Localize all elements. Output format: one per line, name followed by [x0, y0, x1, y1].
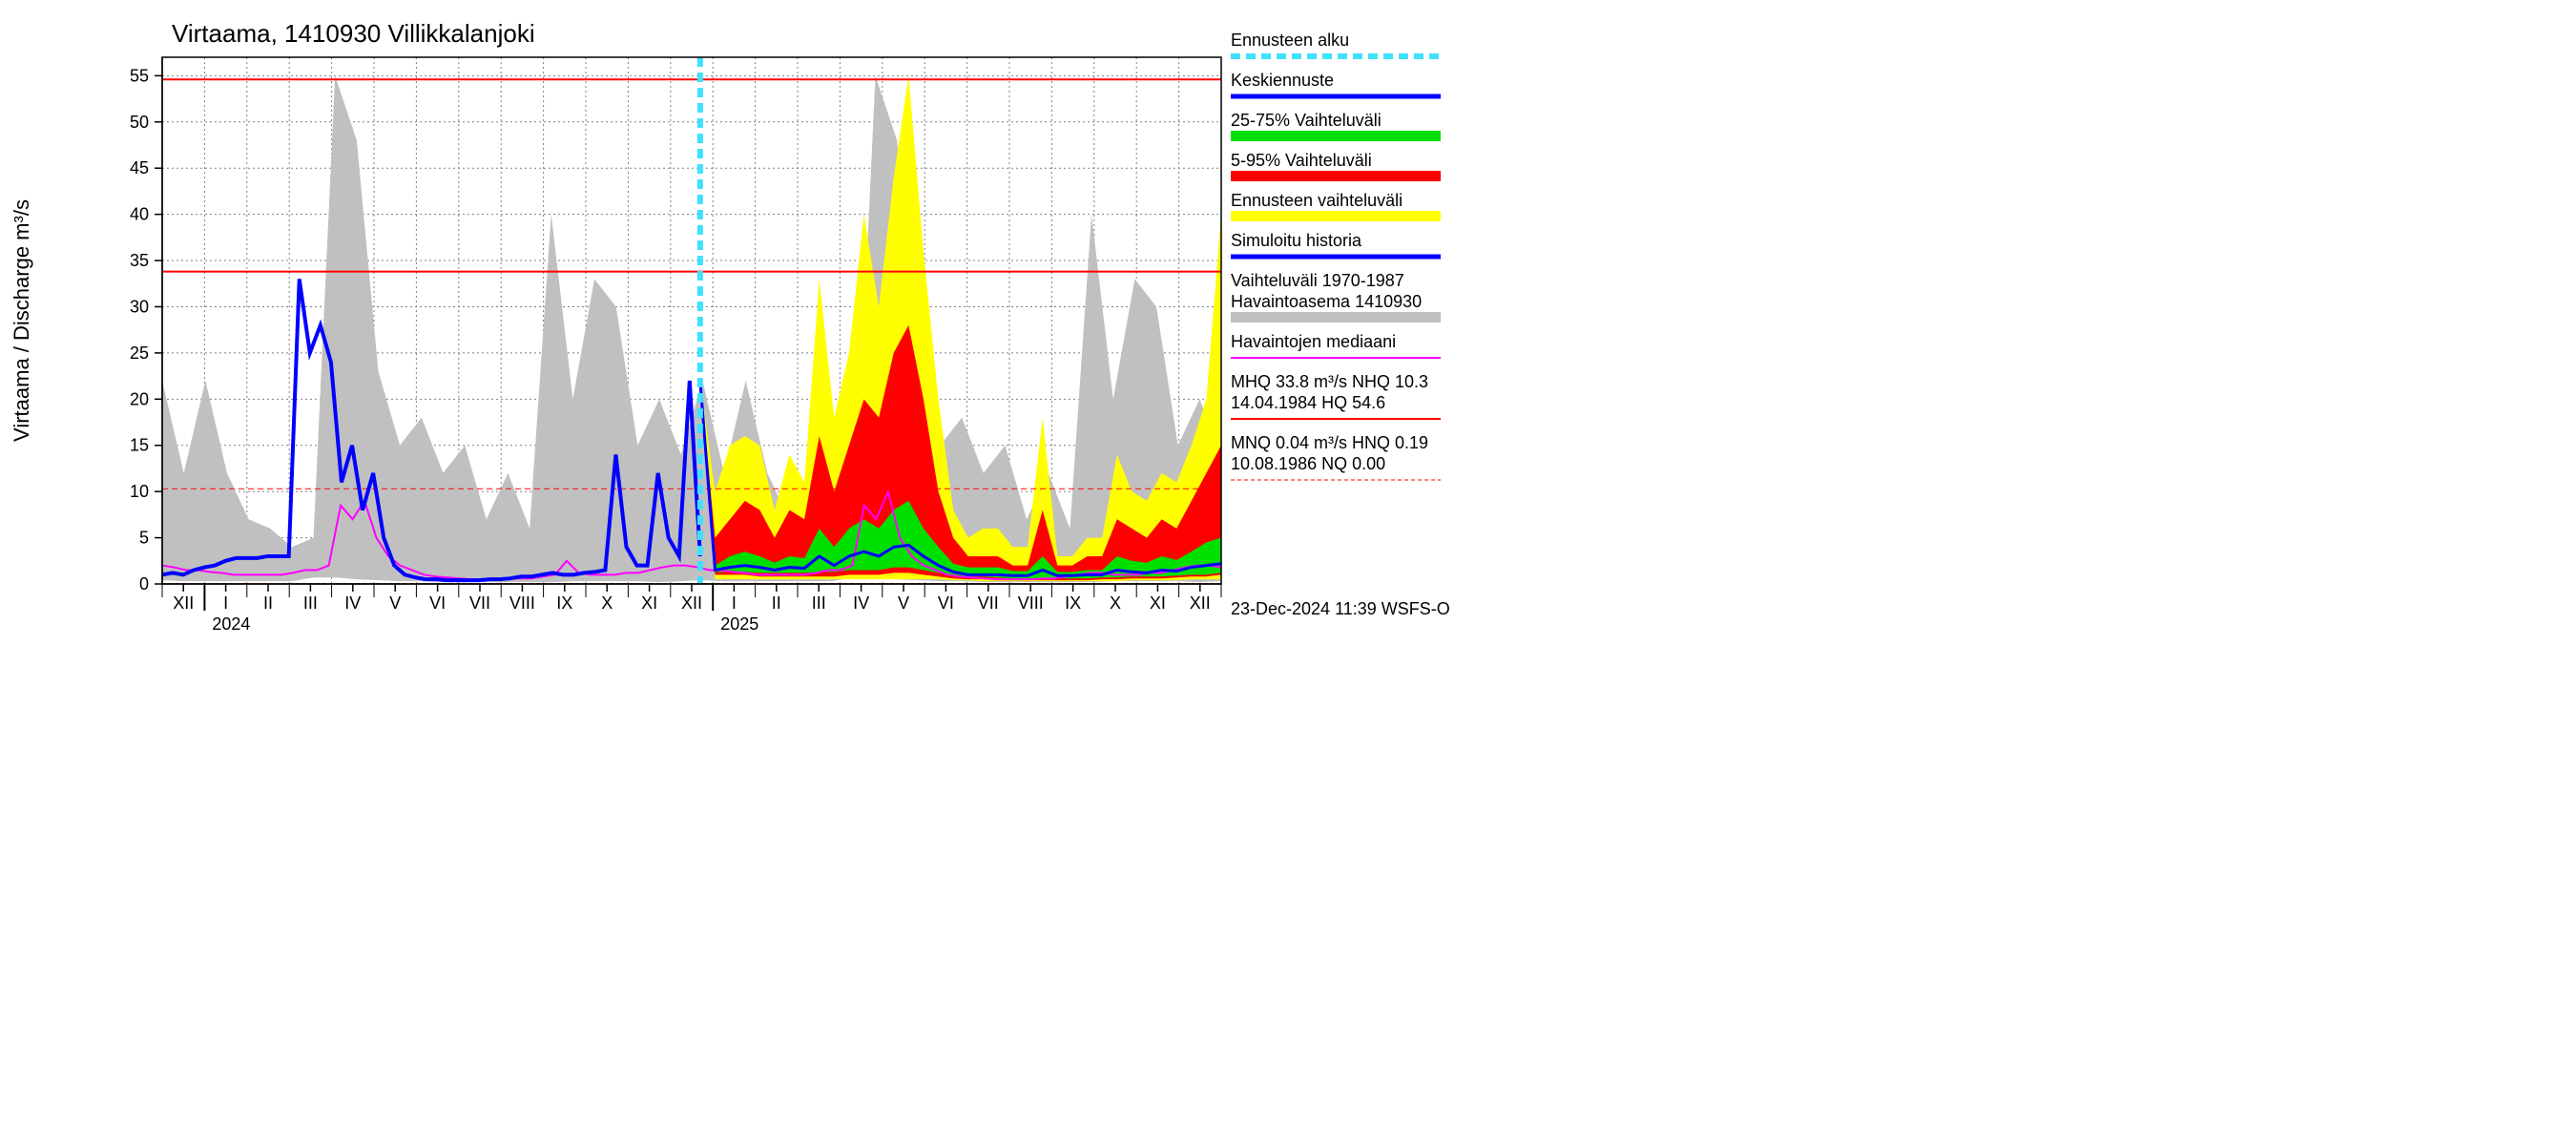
x-tick-label: XII: [681, 593, 702, 613]
y-tick-label: 10: [130, 482, 149, 501]
x-tick-label: X: [601, 593, 613, 613]
x-tick-label: XI: [641, 593, 657, 613]
year-label: 2025: [720, 614, 758, 634]
y-tick-label: 45: [130, 158, 149, 177]
legend-label: 5-95% Vaihteluväli: [1231, 151, 1372, 170]
legend-swatch: [1231, 131, 1441, 141]
x-tick-label: I: [223, 593, 228, 613]
x-tick-label: IV: [853, 593, 869, 613]
chart-container: 0510152025303540455055XIIIIIIIIIVVVIVIIV…: [0, 0, 1460, 649]
y-tick-label: 0: [139, 574, 149, 593]
x-tick-label: XII: [1190, 593, 1211, 613]
legend-label: Simuloitu historia: [1231, 231, 1362, 250]
legend-label: Havaintoasema 1410930: [1231, 292, 1422, 311]
legend-label: Ennusteen vaihteluväli: [1231, 191, 1402, 210]
y-tick-label: 35: [130, 251, 149, 270]
legend-label: Ennusteen alku: [1231, 31, 1349, 50]
x-tick-label: XI: [1150, 593, 1166, 613]
legend-label: 25-75% Vaihteluväli: [1231, 111, 1381, 130]
x-tick-label: IX: [556, 593, 572, 613]
x-tick-label: VII: [978, 593, 999, 613]
y-axis-label: Virtaama / Discharge m³/s: [10, 199, 33, 442]
y-tick-label: 5: [139, 529, 149, 548]
x-tick-label: II: [263, 593, 273, 613]
legend-label: 14.04.1984 HQ 54.6: [1231, 393, 1385, 412]
x-tick-label: II: [772, 593, 781, 613]
legend-label: Havaintojen mediaani: [1231, 332, 1396, 351]
y-tick-label: 20: [130, 389, 149, 408]
legend-label: 10.08.1986 NQ 0.00: [1231, 454, 1385, 473]
chart-svg: 0510152025303540455055XIIIIIIIIIVVVIVIIV…: [0, 0, 1460, 649]
legend-label: Keskiennuste: [1231, 71, 1334, 90]
x-tick-label: I: [732, 593, 737, 613]
x-tick-label: III: [303, 593, 318, 613]
x-tick-label: VII: [469, 593, 490, 613]
x-tick-label: VI: [938, 593, 954, 613]
x-tick-label: X: [1110, 593, 1121, 613]
x-tick-label: VI: [429, 593, 446, 613]
y-tick-label: 55: [130, 66, 149, 85]
legend-swatch: [1231, 211, 1441, 221]
x-tick-label: V: [389, 593, 401, 613]
legend-label: MNQ 0.04 m³/s HNQ 0.19: [1231, 433, 1428, 452]
legend-swatch: [1231, 312, 1441, 323]
legend-label: MHQ 33.8 m³/s NHQ 10.3: [1231, 372, 1428, 391]
y-tick-label: 30: [130, 297, 149, 316]
x-tick-label: III: [812, 593, 826, 613]
x-tick-label: IX: [1065, 593, 1081, 613]
y-tick-label: 40: [130, 205, 149, 224]
x-tick-label: XII: [173, 593, 194, 613]
legend-swatch: [1231, 171, 1441, 181]
y-tick-label: 25: [130, 344, 149, 363]
x-tick-label: IV: [344, 593, 361, 613]
x-tick-label: VIII: [1018, 593, 1044, 613]
legend-label: Vaihteluväli 1970-1987: [1231, 271, 1404, 290]
x-tick-label: VIII: [509, 593, 535, 613]
year-label: 2024: [212, 614, 250, 634]
y-tick-label: 15: [130, 436, 149, 455]
footer-timestamp: 23-Dec-2024 11:39 WSFS-O: [1231, 599, 1450, 618]
x-tick-label: V: [898, 593, 909, 613]
y-tick-label: 50: [130, 113, 149, 132]
chart-title: Virtaama, 1410930 Villikkalanjoki: [172, 19, 535, 48]
